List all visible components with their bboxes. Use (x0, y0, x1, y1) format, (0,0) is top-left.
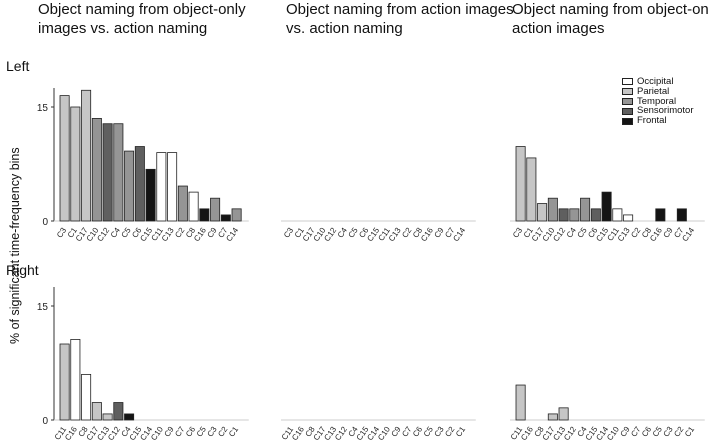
legend: Occipital Parietal Temporal Sensorimotor… (622, 77, 694, 126)
left-panel-3-bar-c1 (526, 157, 537, 222)
left-panel-1-bar-c15 (145, 168, 156, 222)
left-panel-3-bar-c16 (655, 208, 666, 222)
legend-label-temporal: Temporal (637, 95, 677, 107)
left-panel-3-bar-c7 (676, 208, 687, 222)
legend-swatch-temporal (622, 97, 633, 105)
left-panel-1-bar-c11 (156, 152, 167, 222)
hemisphere-label-right: Right (6, 262, 39, 278)
left-panel-1-bar-c4 (113, 123, 124, 222)
right-panel-1-bar-c17 (91, 402, 102, 421)
left-panel-1-y-tick-label-0: 0 (42, 217, 48, 228)
right-panel-1-bar-c4 (124, 413, 135, 421)
left-panel-3-bar-c12 (558, 208, 569, 222)
left-panel-1-bar-c7 (220, 214, 231, 222)
left-panel-3-bar-c4 (569, 208, 580, 222)
legend-swatch-parietal (622, 88, 633, 96)
left-panel-2-x-tick-label-c14: C14 (451, 226, 467, 244)
left-panel-3-bar-c3 (515, 146, 526, 222)
legend-swatch-frontal (622, 117, 633, 125)
left-panel-3-bar-c13 (623, 214, 634, 222)
left-panel-1-bar-c8 (188, 191, 199, 222)
legend-swatch-sensorimotor (622, 107, 633, 115)
legend-item-sensorimotor: Sensorimotor (622, 106, 694, 116)
legend-label-occipital: Occipital (637, 76, 674, 87)
left-panel-3-bar-c6 (590, 208, 601, 222)
right-panel-1-bar-c13 (102, 413, 113, 421)
right-panel-3-bar-c13 (558, 407, 569, 421)
legend-label-frontal: Frontal (637, 115, 667, 127)
right-panel-1-x-tick-label-c1: C1 (227, 425, 241, 439)
left-panel-1-bar-c10 (91, 118, 102, 222)
column-title-2: Object naming from action images vs. act… (286, 1, 514, 37)
legend-item-occipital: Occipital (622, 77, 694, 87)
left-panel-1-bar-c12 (102, 123, 113, 222)
right-panel-1-bar-c16 (70, 339, 81, 421)
legend-label-parietal: Parietal (637, 85, 670, 97)
left-panel-1-bar-c2 (177, 185, 188, 222)
left-panel-1-bar-c5 (124, 150, 135, 222)
left-panel-1-bar-c1 (70, 106, 81, 222)
legend-label-sensorimotor: Sensorimotor (637, 105, 694, 117)
left-panel-3-bar-c11 (612, 208, 623, 222)
legend-item-temporal: Temporal (622, 95, 694, 107)
left-panel-1-bar-c13 (167, 152, 178, 222)
right-panel-1-y-tick-label-1: 15 (37, 302, 49, 313)
right-panel-1-bar-c12 (113, 402, 124, 421)
right-panel-3-bar-c11 (515, 384, 526, 421)
right-panel-1-bar-c8 (81, 373, 92, 421)
left-panel-3-bar-c15 (601, 191, 612, 222)
left-panel-1-bar-c6 (134, 146, 145, 222)
legend-item-frontal: Frontal (622, 116, 694, 126)
legend-swatch-occipital (622, 78, 633, 86)
left-panel-1-bar-c16 (199, 208, 210, 222)
right-panel-3-bar-c17 (547, 413, 558, 421)
left-panel-3-bar-c5 (580, 197, 591, 222)
left-panel-1-bar-c14 (231, 208, 242, 222)
left-panel-3-x-tick-label-c14: C14 (680, 226, 696, 244)
left-panel-1-bar-c17 (81, 89, 92, 222)
right-panel-2-x-tick-label-c1: C1 (454, 425, 468, 439)
left-panel-3-bar-c17 (537, 203, 548, 222)
right-panel-1-bar-c11 (59, 343, 70, 421)
column-title-1: Object naming from object-only images vs… (38, 1, 246, 37)
left-panel-1-y-tick-label-1: 15 (37, 103, 49, 114)
column-title-3: Object naming from object-only vs. actio… (512, 1, 708, 37)
legend-item-parietal: Parietal (622, 85, 694, 97)
left-panel-1-bar-c9 (210, 197, 221, 222)
hemisphere-label-left: Left (6, 58, 30, 74)
left-panel-1-x-tick-label-c14: C14 (224, 226, 240, 244)
right-panel-1-y-tick-label-0: 0 (42, 416, 48, 427)
right-panel-3-x-tick-label-c1: C1 (683, 425, 697, 439)
left-panel-3-bar-c10 (547, 197, 558, 222)
left-panel-1-bar-c3 (59, 95, 70, 222)
